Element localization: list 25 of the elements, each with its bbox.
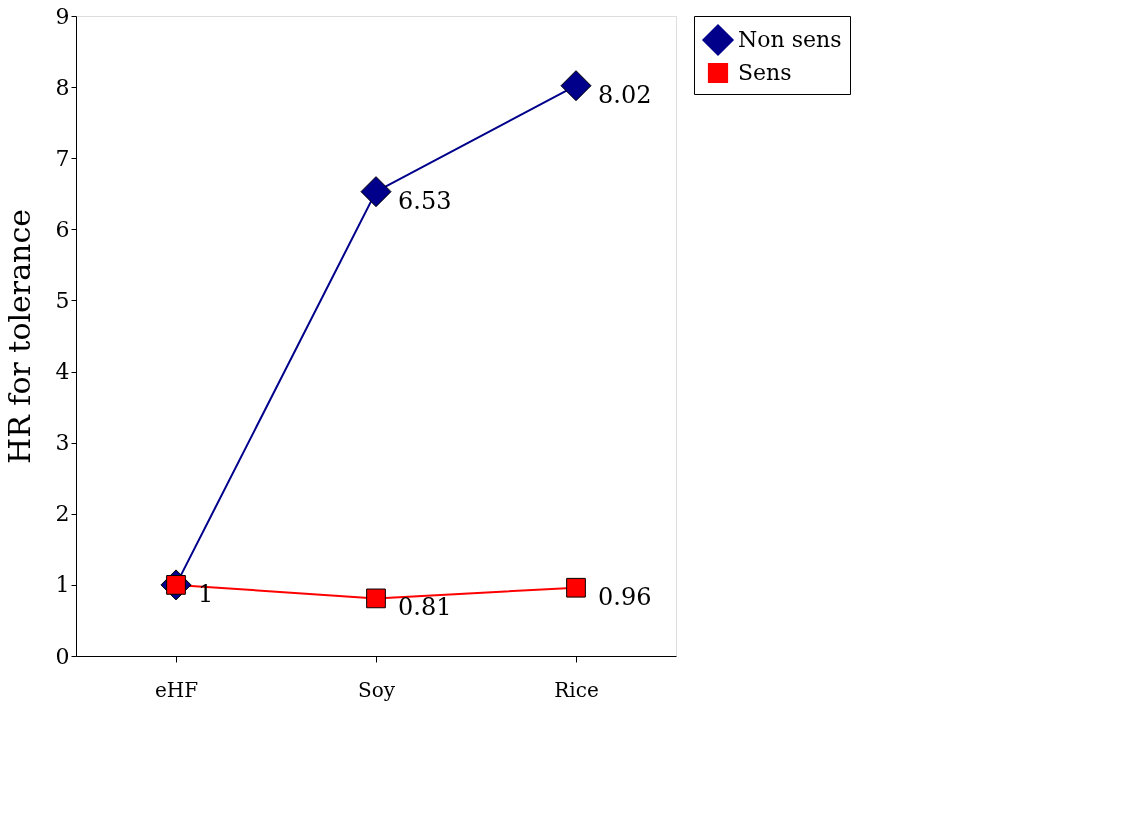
- point: [560, 70, 592, 102]
- point: [566, 577, 586, 598]
- y-tick-label: 1: [55, 572, 70, 598]
- y-axis-title: HR for tolerance: [1, 209, 37, 464]
- x-tick-label: eHF: [154, 677, 199, 702]
- legend-label: Sens: [738, 60, 792, 85]
- x-tick-label: Rice: [554, 677, 599, 702]
- y-tick-label: 8: [55, 74, 70, 100]
- data-label: 6.53: [398, 186, 452, 215]
- data-label: 0.81: [398, 593, 452, 622]
- y-tick-label: 9: [55, 3, 70, 29]
- y-tick-label: 3: [55, 430, 70, 456]
- legend-label: Non sens: [738, 27, 842, 52]
- point: [360, 176, 392, 208]
- data-label: 1: [198, 579, 214, 608]
- y-tick-label: 4: [55, 359, 70, 385]
- data-label: 0.96: [598, 582, 652, 611]
- y-tick-label: 2: [55, 501, 70, 527]
- x-tick-label: Soy: [357, 677, 396, 702]
- y-tick-label: 0: [55, 643, 70, 669]
- y-tick-label: 7: [55, 145, 70, 171]
- point: [366, 588, 386, 609]
- y-tick-label: 5: [55, 287, 70, 313]
- y-tick-label: 6: [55, 216, 70, 242]
- data-label: 8.02: [598, 80, 652, 109]
